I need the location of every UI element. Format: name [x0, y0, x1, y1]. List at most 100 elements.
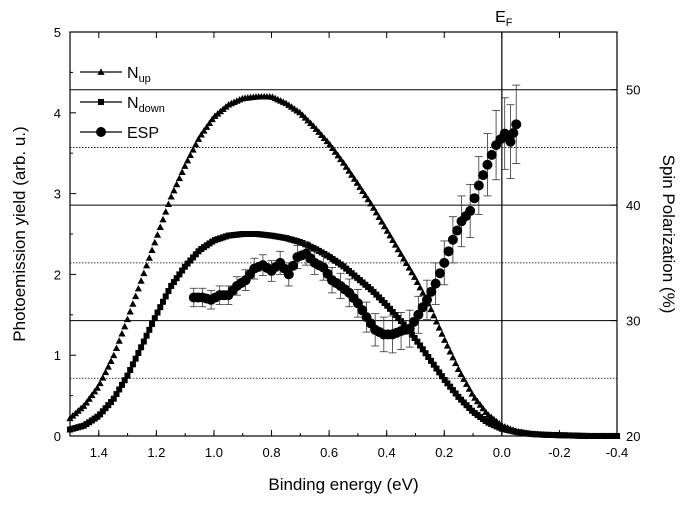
point-n_down	[165, 288, 172, 295]
point-n_down	[138, 344, 145, 351]
point-n_up	[121, 322, 129, 330]
point-esp-mid	[288, 260, 299, 271]
point-n_up	[101, 368, 110, 376]
point-n_down	[433, 365, 440, 372]
point-n_down	[395, 315, 402, 322]
legend-label-n-down: Ndown	[127, 95, 165, 115]
legend-symbol	[97, 68, 105, 75]
point-n_up	[99, 374, 107, 381]
point-esp-mid	[486, 149, 497, 160]
fermi-label-main: E	[495, 9, 506, 26]
point-esp	[439, 257, 450, 268]
y2-tick-label: 50	[626, 83, 640, 98]
point-n_up	[339, 159, 348, 166]
x-tick-label: 1.4	[90, 445, 108, 460]
point-n_down	[449, 387, 456, 394]
legend-label-n-up-main: N	[127, 65, 139, 82]
point-n_up	[137, 277, 145, 284]
point-n_up	[208, 115, 216, 123]
point-n_down	[419, 346, 426, 353]
point-n_up	[323, 137, 331, 145]
y-tick-label: 5	[54, 25, 61, 40]
point-n_down	[452, 390, 459, 397]
x-tick-label: -0.2	[548, 445, 570, 460]
point-n_down	[428, 357, 435, 364]
point-n_down	[441, 376, 448, 383]
legend-label-n-up: Nup	[127, 65, 151, 85]
point-n_up	[430, 311, 438, 319]
point-n_up	[449, 353, 457, 361]
point-n_up	[145, 254, 153, 261]
legend-label-esp: ESP	[127, 125, 159, 142]
point-n_down	[173, 275, 180, 282]
point-n_up	[443, 342, 452, 349]
point-n_up	[471, 394, 479, 401]
y-tick-label: 3	[54, 187, 61, 202]
point-n_down	[149, 321, 156, 328]
point-n_up	[126, 307, 134, 315]
point-n_up	[328, 144, 337, 152]
fermi-label: EF	[495, 9, 513, 29]
point-n_down	[179, 267, 186, 274]
point-n_up	[386, 231, 394, 239]
legend-label-esp-main: ESP	[127, 125, 159, 142]
point-n_up	[170, 186, 178, 194]
point-esp	[473, 180, 484, 191]
point-n_up	[397, 250, 405, 257]
point-n_up	[173, 180, 181, 188]
point-n_up	[479, 404, 487, 412]
point-n_up	[462, 380, 471, 387]
point-n_up	[80, 402, 88, 409]
point-esp	[413, 309, 424, 320]
point-n_up	[405, 264, 413, 271]
point-n_up	[132, 292, 140, 300]
point-esp-mid	[469, 193, 480, 204]
point-n_up	[175, 174, 183, 182]
point-n_up	[361, 191, 369, 199]
point-n_down	[102, 405, 109, 412]
point-n_up	[200, 127, 208, 134]
y2-tick-label: 40	[626, 198, 640, 213]
point-n_down	[436, 369, 443, 376]
point-n_up	[112, 344, 121, 351]
point-n_down	[447, 383, 454, 390]
point-n_up	[400, 254, 408, 262]
point-n_down	[425, 354, 432, 361]
point-n_up	[452, 359, 460, 367]
y-axis-title: Photoemission yield (arb. u.)	[10, 126, 29, 341]
x-tick-label: 0.8	[262, 445, 280, 460]
legend-item-n-down: Ndown	[80, 95, 165, 115]
point-esp	[465, 205, 476, 216]
point-n_up	[367, 199, 375, 207]
point-n_down	[384, 302, 391, 309]
x-tick-label: 0.0	[493, 445, 511, 460]
point-n_up	[375, 213, 383, 220]
point-n_up	[110, 351, 118, 359]
point-n_down	[411, 334, 418, 341]
point-n_down	[176, 271, 183, 278]
point-n_down	[192, 251, 199, 258]
point-n_up	[326, 140, 334, 148]
point-n_down	[105, 402, 112, 409]
point-n_up	[337, 155, 345, 163]
point-n_down	[190, 254, 197, 261]
point-n_up	[140, 269, 148, 277]
x-tick-label: -0.4	[606, 445, 628, 460]
point-esp	[511, 119, 522, 130]
point-n_up	[457, 370, 465, 378]
point-n_up	[383, 227, 391, 234]
point-n_down	[386, 305, 393, 312]
legend-label-n-up-sub: up	[139, 73, 151, 85]
legend-symbol	[96, 127, 106, 137]
point-n_up	[394, 245, 402, 253]
point-esp-mid	[417, 302, 428, 313]
point-esp-mid	[508, 128, 519, 138]
legend-marker-n-up	[97, 68, 105, 75]
point-esp-mid	[478, 170, 489, 181]
point-n_up	[164, 200, 173, 207]
point-n_down	[408, 331, 415, 338]
point-n_up	[148, 246, 156, 254]
y-tick-label: 4	[54, 106, 61, 121]
point-n_up	[427, 305, 435, 313]
point-n_down	[430, 361, 437, 368]
